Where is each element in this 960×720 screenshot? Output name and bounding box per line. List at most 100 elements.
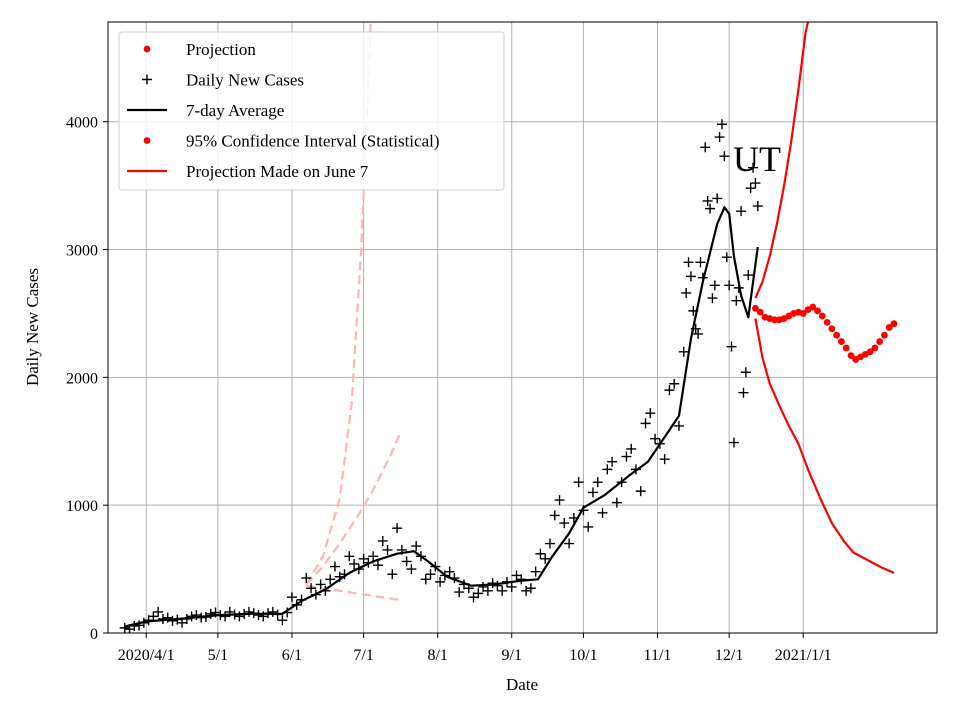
daily-new-cases-point: [349, 558, 360, 569]
y-tick-label: 3000: [66, 243, 98, 260]
projection-point: [833, 331, 841, 339]
projection-point: [752, 304, 759, 312]
daily-new-cases-point: [635, 486, 646, 497]
projection-point: [756, 308, 764, 316]
projection-point: [823, 318, 831, 326]
projection-made-on-june-7-line: [306, 584, 400, 601]
y-tick-label: 2000: [66, 370, 98, 387]
95-confidence-interval-statistical-line: [754, 22, 810, 299]
daily-new-cases-point: [750, 178, 761, 189]
daily-new-cases-point: [454, 587, 465, 598]
daily-new-cases-point: [387, 569, 398, 580]
daily-new-cases-point: [736, 206, 747, 217]
projection-point: [881, 331, 888, 339]
daily-new-cases-point: [325, 574, 336, 585]
daily-new-cases-point: [220, 611, 231, 622]
daily-new-cases-point: [719, 151, 730, 162]
projection-point: [866, 348, 874, 356]
legend-label: Projection: [186, 40, 256, 59]
projection-point: [847, 352, 855, 360]
daily-new-cases-point: [506, 581, 517, 592]
daily-new-cases-point: [709, 280, 720, 291]
daily-new-cases-point: [673, 420, 684, 431]
daily-new-cases-point: [372, 560, 383, 571]
daily-new-cases-point: [521, 585, 532, 596]
state-annotation: UT: [733, 139, 781, 179]
daily-new-cases-point: [602, 464, 613, 475]
legend-dot-marker: [143, 45, 151, 53]
daily-new-cases-point: [728, 437, 739, 448]
legend-label: Projection Made on June 7: [186, 162, 369, 181]
daily-new-cases-point: [559, 518, 570, 529]
projection-point: [814, 307, 821, 315]
daily-new-cases-point: [683, 257, 694, 268]
daily-new-cases-point: [191, 610, 202, 621]
daily-new-cases-point: [315, 579, 326, 590]
legend-entry-daily-new-cases: Daily New Cases: [142, 71, 304, 90]
projection-point: [871, 344, 879, 352]
daily-new-cases-point: [549, 510, 560, 521]
daily-new-cases-point: [301, 573, 312, 584]
95-confidence-interval-statistical-line: [754, 318, 895, 574]
daily-new-cases-point: [664, 385, 675, 396]
legend-dot-marker: [143, 137, 151, 144]
daily-new-cases-point: [721, 252, 732, 263]
daily-new-cases-point: [681, 287, 692, 298]
projection-point: [885, 324, 893, 331]
daily-new-cases-point: [645, 408, 656, 419]
daily-new-cases-point: [597, 507, 608, 518]
daily-new-cases-point: [693, 328, 704, 339]
x-tick-label: 12/1: [715, 647, 743, 664]
axis-ticks: 2020/4/1 5/1 6/1 7/1 8/1 9/1 10/1 11/1 12/1 2021/…: [66, 115, 832, 664]
daily-new-cases-point: [740, 367, 751, 378]
daily-new-cases-point: [650, 433, 661, 444]
daily-new-cases-point: [205, 608, 216, 619]
projection-point: [890, 320, 898, 328]
projection-point: [876, 338, 884, 345]
daily-new-cases-point: [707, 293, 718, 304]
daily-new-cases-point: [525, 583, 536, 594]
daily-new-cases-point: [705, 203, 716, 214]
legend-label: Daily New Cases: [186, 71, 304, 90]
legend-label: 95% Confidence Interval (Statistical): [186, 132, 440, 151]
y-tick-label: 1000: [66, 498, 98, 515]
daily-new-cases-point: [344, 551, 355, 562]
plot-frame: [107, 21, 938, 634]
daily-new-cases-point: [329, 561, 340, 572]
projection-point: [842, 344, 850, 352]
projection-point: [809, 303, 817, 311]
legend: Projection Daily New Cases 7-day Average 95…: [118, 31, 505, 191]
daily-new-cases-point: [153, 606, 164, 617]
projection-point: [838, 338, 845, 345]
daily-new-cases-point: [420, 574, 431, 585]
legend-entry-7-day-average: 7-day Average: [127, 101, 284, 120]
y-axis-label: Daily New Cases: [23, 268, 42, 386]
projection-point: [818, 312, 826, 320]
daily-new-cases-point: [377, 535, 388, 546]
daily-new-cases-point: [119, 622, 130, 633]
x-tick-label: 9/1: [502, 647, 522, 664]
daily-new-cases-point: [382, 544, 393, 555]
daily-new-cases-point: [685, 271, 696, 282]
daily-new-cases-point: [626, 443, 637, 454]
daily-new-cases-point: [444, 566, 455, 577]
legend-box: [118, 31, 505, 191]
daily-new-cases-point: [492, 580, 503, 591]
y-tick-label: 0: [90, 626, 98, 643]
daily-new-cases-point: [277, 615, 288, 626]
daily-new-cases-point: [714, 132, 725, 143]
series-layer: [119, 22, 898, 633]
x-tick-label: 7/1: [353, 647, 373, 664]
daily-new-cases-point: [473, 588, 484, 599]
daily-new-cases-point: [743, 270, 754, 281]
projection-made-on-june-7-line: [305, 434, 401, 586]
daily-new-cases-point: [425, 569, 436, 580]
daily-new-cases-point: [544, 538, 555, 549]
x-tick-label: 11/1: [644, 647, 672, 664]
daily-new-cases-point: [724, 280, 735, 291]
y-tick-label: 4000: [66, 115, 98, 132]
projection-point: [771, 316, 778, 324]
daily-new-cases-point: [752, 201, 763, 212]
daily-new-cases-point: [640, 418, 651, 429]
7-day-average-line: [124, 206, 759, 628]
